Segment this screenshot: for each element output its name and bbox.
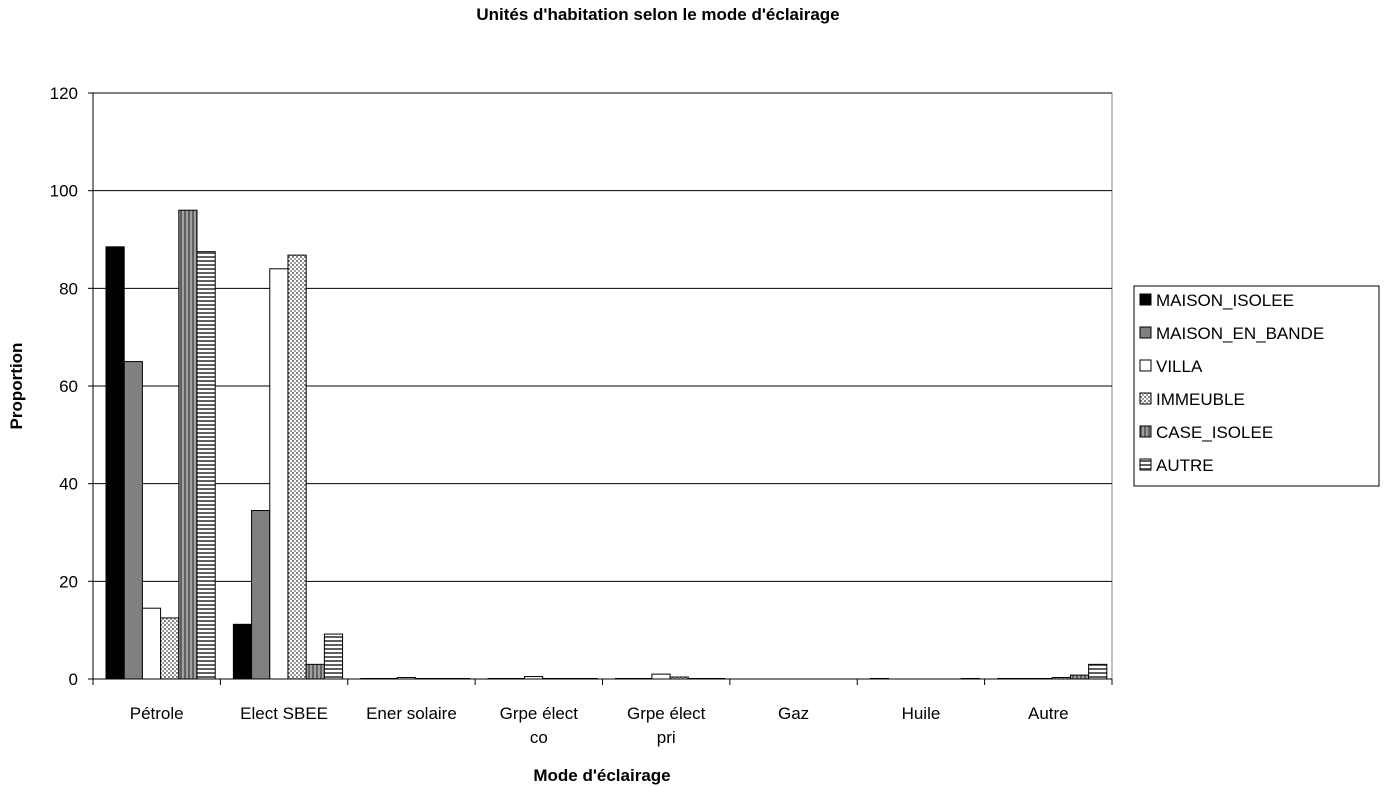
bar-case-isolee bbox=[1069, 674, 1090, 680]
bar-maison-isolee bbox=[105, 246, 125, 680]
y-tick-label: 20 bbox=[59, 572, 78, 591]
bar-maison-isolee bbox=[232, 623, 253, 680]
bar-maison-en-bande bbox=[251, 510, 271, 680]
legend-swatch bbox=[1139, 392, 1152, 405]
bar-villa bbox=[651, 673, 671, 680]
bars bbox=[105, 209, 1108, 680]
bar-autre bbox=[323, 633, 344, 680]
bar-case-isolee bbox=[178, 209, 198, 680]
x-tick-label: Grpe élect pri bbox=[627, 704, 706, 747]
x-tick-label: Huile bbox=[902, 704, 941, 723]
bar-maison-en-bande bbox=[123, 361, 143, 680]
y-axis-label: Proportion bbox=[7, 343, 26, 430]
y-tick-label: 0 bbox=[69, 670, 78, 689]
y-tick-labels: 0 20 40 60 80 100 120 bbox=[50, 84, 78, 689]
legend-label: AUTRE bbox=[1156, 456, 1214, 475]
legend-swatch bbox=[1139, 293, 1152, 306]
legend-label: MAISON_ISOLEE bbox=[1156, 291, 1294, 310]
legend-box bbox=[1133, 285, 1380, 487]
y-tick-label: 60 bbox=[59, 377, 78, 396]
legend: MAISON_ISOLEE MAISON_EN_BANDE VILLA IMMEUBL… bbox=[1133, 285, 1380, 487]
legend-label: VILLA bbox=[1156, 357, 1203, 376]
x-tick-label: Autre bbox=[1028, 704, 1069, 723]
bar-immeuble bbox=[160, 617, 180, 680]
legend-swatch bbox=[1139, 458, 1152, 471]
bar-villa bbox=[269, 268, 289, 680]
x-axis-label: Mode d'éclairage bbox=[533, 766, 670, 785]
y-tick-label: 100 bbox=[50, 182, 78, 201]
x-tick-label: Pétrole bbox=[130, 704, 184, 723]
bar-immeuble bbox=[287, 254, 307, 680]
bar-villa bbox=[141, 607, 162, 680]
axes bbox=[88, 92, 1113, 685]
x-tick-label: Elect SBEE bbox=[240, 704, 328, 723]
bar-autre bbox=[196, 251, 216, 680]
x-tick-label: Gaz bbox=[778, 704, 809, 723]
legend-swatch bbox=[1139, 425, 1152, 438]
legend-label: CASE_ISOLEE bbox=[1156, 423, 1273, 442]
x-tick-label: Ener solaire bbox=[366, 704, 457, 723]
legend-label: IMMEUBLE bbox=[1156, 390, 1245, 409]
legend-label: MAISON_EN_BANDE bbox=[1156, 324, 1324, 343]
x-tick-label: Grpe élect co bbox=[500, 704, 579, 747]
bar-autre bbox=[1088, 663, 1108, 680]
y-tick-label: 120 bbox=[50, 84, 78, 103]
x-tick-labels: Pétrole Elect SBEE Ener solaire Grpe élect c… bbox=[130, 704, 1069, 747]
y-tick-label: 40 bbox=[59, 475, 78, 494]
chart-title: Unités d'habitation selon le mode d'écla… bbox=[476, 5, 839, 24]
y-tick-label: 80 bbox=[59, 279, 78, 298]
bar-case-isolee bbox=[305, 663, 325, 680]
legend-swatch bbox=[1139, 359, 1152, 372]
legend-swatch bbox=[1139, 326, 1152, 339]
